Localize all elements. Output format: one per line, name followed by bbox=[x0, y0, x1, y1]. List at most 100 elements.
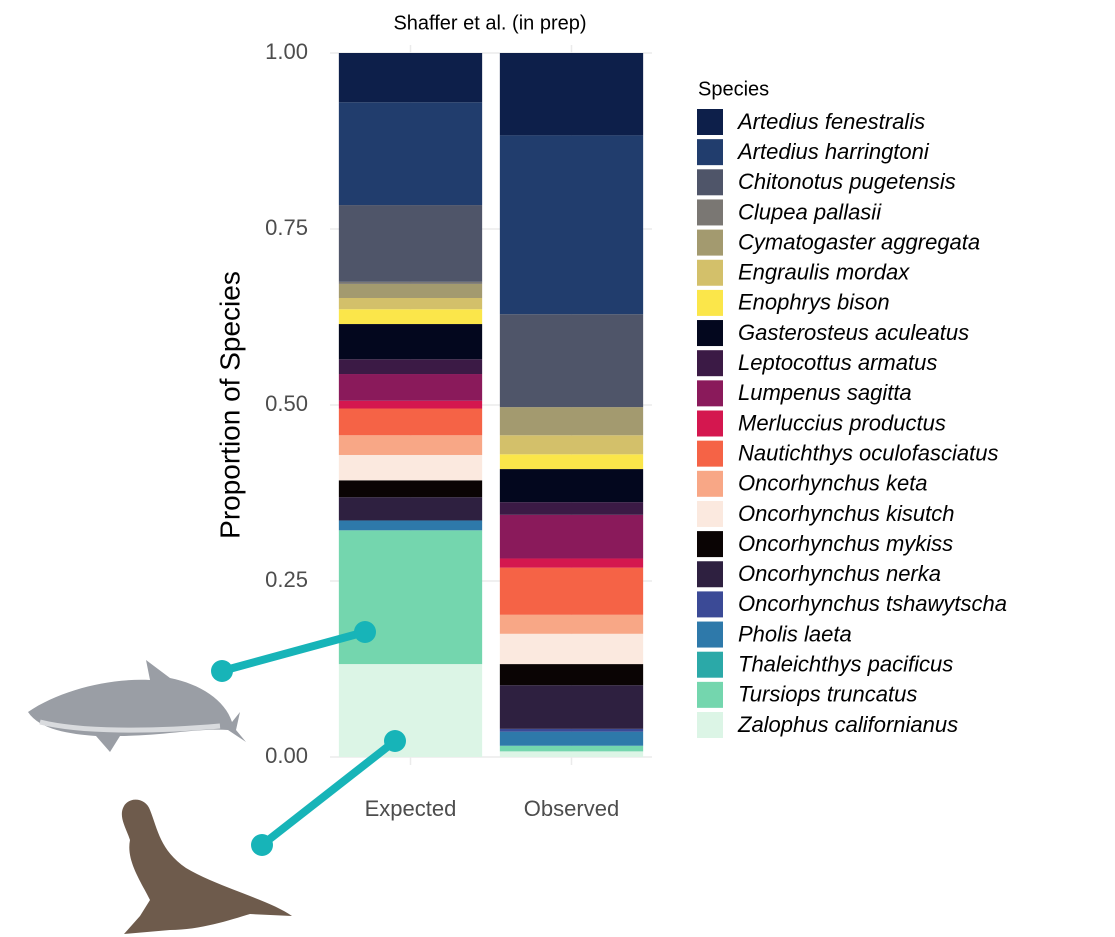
legend-title: Species bbox=[698, 78, 769, 100]
bar-segment bbox=[338, 454, 483, 481]
legend-key bbox=[697, 651, 723, 678]
bar-segment bbox=[338, 102, 483, 206]
connector bbox=[259, 737, 398, 849]
bar-segment bbox=[338, 205, 483, 282]
bar-segment bbox=[338, 520, 483, 531]
bar-segment bbox=[499, 469, 644, 503]
dolphin-belly bbox=[39, 719, 221, 733]
bar-segment bbox=[338, 664, 483, 757]
legend-label: Gasterosteus aculeatus bbox=[738, 320, 969, 345]
y-tick-label: 0.25 bbox=[265, 567, 308, 592]
legend-key bbox=[697, 320, 723, 347]
legend-key bbox=[697, 139, 723, 166]
y-tick-label: 0.75 bbox=[265, 215, 308, 240]
connectors bbox=[211, 621, 406, 856]
bar-segment bbox=[499, 558, 644, 568]
x-tick-label: Observed bbox=[524, 796, 619, 821]
legend-key bbox=[697, 109, 723, 135]
legend-key bbox=[697, 712, 723, 738]
legend-label: Nautichthys oculofasciatus bbox=[738, 440, 998, 465]
legend-label: Lumpenus sagitta bbox=[738, 380, 912, 405]
legend-label: Artedius fenestralis bbox=[736, 109, 925, 134]
legend-label: Leptocottus armatus bbox=[738, 350, 937, 375]
bar-segment bbox=[499, 407, 644, 436]
legend-label: Cymatogaster aggregata bbox=[738, 229, 980, 254]
legend-label: Pholis laeta bbox=[738, 621, 852, 646]
bar-segment bbox=[499, 314, 644, 408]
bar-segment bbox=[338, 53, 483, 103]
bar-segment bbox=[338, 324, 483, 360]
connector-dot bbox=[211, 660, 233, 682]
sea-lion-shape bbox=[121, 799, 292, 934]
legend-key bbox=[697, 199, 723, 226]
legend-key bbox=[697, 561, 723, 588]
legend-key bbox=[697, 259, 723, 286]
legend-key bbox=[697, 470, 723, 497]
bar-segment bbox=[338, 283, 483, 298]
bar-segment bbox=[338, 435, 483, 455]
x-tick-label: Expected bbox=[365, 796, 457, 821]
legend-label: Oncorhynchus kisutch bbox=[738, 501, 954, 526]
bar-segment bbox=[499, 135, 644, 315]
legend-key bbox=[697, 410, 723, 437]
legend-label: Enophrys bison bbox=[738, 290, 890, 315]
connector-dot bbox=[354, 621, 376, 643]
y-axis-label: Proportion of Species bbox=[214, 271, 245, 539]
bar-segment bbox=[338, 297, 483, 310]
legend-key bbox=[697, 380, 723, 407]
bar-segment bbox=[338, 530, 483, 665]
chart-title: Shaffer et al. (in prep) bbox=[393, 12, 586, 34]
legend-key bbox=[697, 229, 723, 256]
legend-label: Chitonotus pugetensis bbox=[738, 169, 956, 194]
connector-dot bbox=[384, 730, 406, 752]
y-tick-label: 0.00 bbox=[265, 743, 308, 768]
bar-segment bbox=[499, 745, 644, 752]
bar-segment bbox=[338, 400, 483, 409]
y-tick-label: 0.50 bbox=[265, 391, 308, 416]
legend-label: Oncorhynchus tshawytscha bbox=[738, 591, 1007, 616]
bar-segment bbox=[338, 281, 483, 284]
bar-segment bbox=[499, 454, 644, 470]
y-tick-label: 1.00 bbox=[265, 39, 308, 64]
legend-label: Thaleichthys pacificus bbox=[738, 652, 953, 677]
legend-key bbox=[697, 500, 723, 527]
legend-label: Zalophus californianus bbox=[737, 712, 958, 737]
bar-segment bbox=[499, 514, 644, 559]
bar-segment bbox=[338, 374, 483, 401]
bar-segment bbox=[338, 359, 483, 375]
legend-key bbox=[697, 350, 723, 377]
connector bbox=[220, 628, 367, 675]
legend-label: Oncorhynchus nerka bbox=[738, 561, 941, 586]
bar-segment bbox=[499, 614, 644, 634]
legend-label: Merluccius productus bbox=[738, 410, 946, 435]
bar-segment bbox=[499, 435, 644, 455]
bar-segment bbox=[499, 751, 644, 757]
legend-label: Oncorhynchus keta bbox=[738, 471, 928, 496]
legend-key bbox=[697, 621, 723, 648]
bar-segment bbox=[499, 633, 644, 665]
legend-label: Engraulis mordax bbox=[738, 260, 910, 285]
bar-segment bbox=[499, 53, 644, 136]
legend-label: Oncorhynchus mykiss bbox=[738, 531, 953, 556]
bar-segment bbox=[338, 408, 483, 436]
legend-key bbox=[697, 531, 723, 558]
legend-key bbox=[697, 681, 723, 708]
bar-segment bbox=[338, 480, 483, 498]
sea-lion bbox=[121, 799, 292, 934]
legend-label: Tursiops truncatus bbox=[738, 682, 917, 707]
legend-key bbox=[697, 591, 723, 618]
bar-segment bbox=[338, 497, 483, 521]
bar-segment bbox=[499, 567, 644, 615]
bar-segment bbox=[499, 664, 644, 686]
bar-segment bbox=[499, 502, 644, 515]
legend-key bbox=[697, 440, 723, 467]
legend-key bbox=[697, 289, 723, 316]
legend-key bbox=[697, 169, 723, 196]
bar-segment bbox=[499, 728, 644, 732]
legend-label: Artedius harringtoni bbox=[736, 139, 930, 164]
bar-segment bbox=[499, 731, 644, 746]
dolphin bbox=[28, 660, 246, 752]
bar-segment bbox=[499, 685, 644, 729]
legend-label: Clupea pallasii bbox=[738, 199, 882, 224]
